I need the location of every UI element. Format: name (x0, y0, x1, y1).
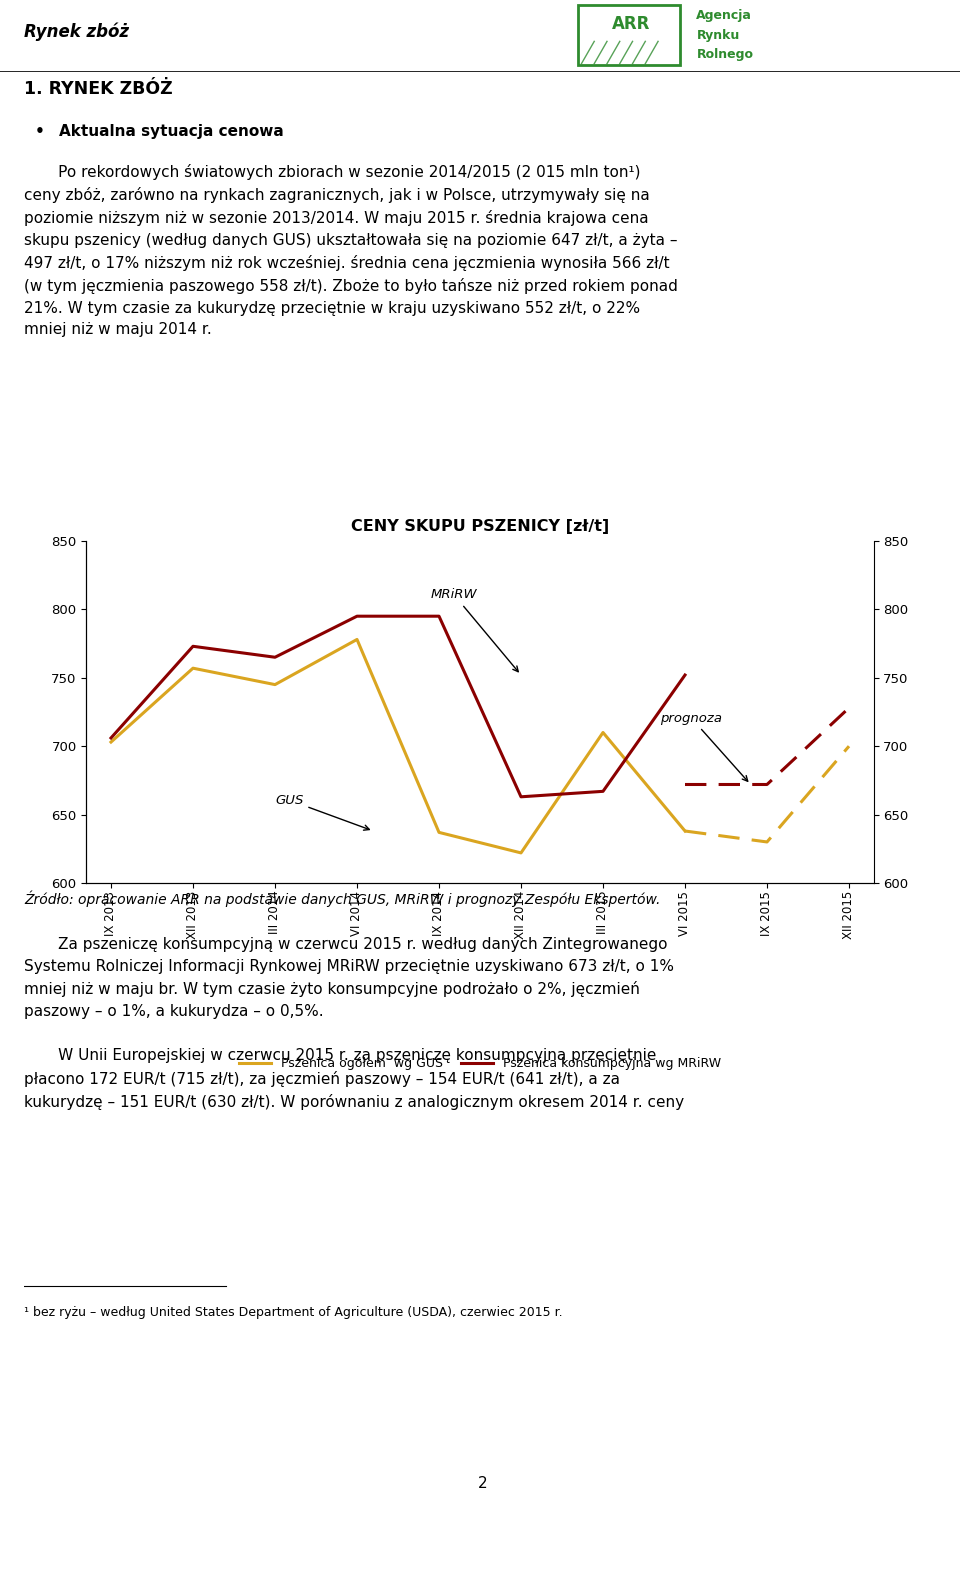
Text: Rynek zbóż: Rynek zbóż (24, 22, 129, 41)
Text: Agencja: Agencja (696, 10, 753, 22)
Text: •: • (35, 124, 45, 138)
Text: prognoza: prognoza (660, 711, 748, 781)
Text: 2: 2 (477, 1476, 488, 1491)
Text: Źródło: opracowanie ARR na podstawie danych GUS, MRiRW i prognozy Zespółu Eksper: Źródło: opracowanie ARR na podstawie dan… (24, 891, 660, 907)
Text: Za pszeniczę konsumpcyjną w czerwcu 2015 r. według danych Zintegrowanego
Systemu: Za pszeniczę konsumpcyjną w czerwcu 2015… (24, 937, 674, 1018)
Text: GUS: GUS (275, 794, 370, 831)
Text: 1. RYNEK ZBÓŻ: 1. RYNEK ZBÓŻ (24, 80, 173, 97)
Text: W Unii Europejskiej w czerwcu 2015 r. za pszeniczę konsumpcyjną przeciętnie
płac: W Unii Europejskiej w czerwcu 2015 r. za… (24, 1048, 684, 1111)
Text: Po rekordowych światowych zbiorach w sezonie 2014/2015 (2 015 mln ton¹)
ceny zbó: Po rekordowych światowych zbiorach w sez… (24, 164, 678, 337)
Text: MRiRW: MRiRW (431, 589, 518, 671)
FancyBboxPatch shape (578, 5, 680, 65)
Legend: Pszenica ogółem  wg GUS, Pszenica konsumpcyjna wg MRiRW: Pszenica ogółem wg GUS, Pszenica konsump… (234, 1052, 726, 1076)
Text: ARR: ARR (612, 16, 650, 33)
Text: ¹ bez ryżu – według United States Department of Agriculture (USDA), czerwiec 201: ¹ bez ryżu – według United States Depart… (24, 1306, 563, 1319)
Text: Aktualna sytuacja cenowa: Aktualna sytuacja cenowa (59, 124, 283, 138)
Title: CENY SKUPU PSZENICY [zł/t]: CENY SKUPU PSZENICY [zł/t] (350, 519, 610, 535)
Text: Rolnego: Rolnego (696, 48, 754, 60)
Text: Rynku: Rynku (696, 29, 739, 41)
